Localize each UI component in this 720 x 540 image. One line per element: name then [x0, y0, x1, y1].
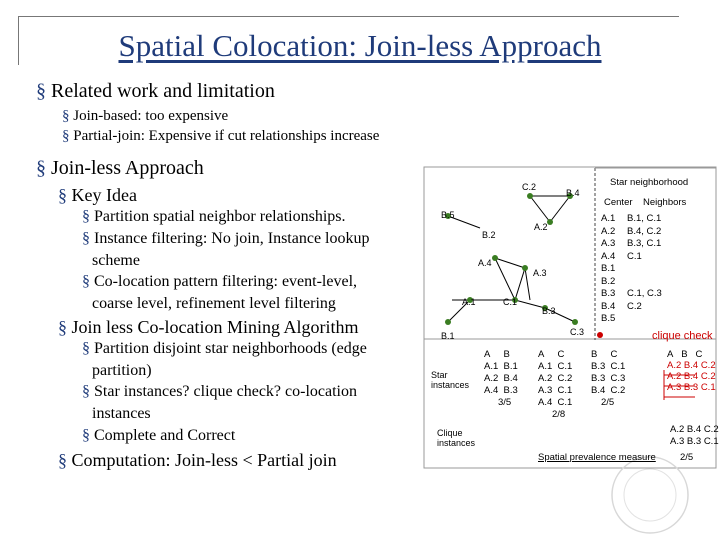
- star-ac-table: A C A.1 C.1 A.2 C.2 A.3 C.1 A.4 C.1 2/8: [538, 349, 573, 420]
- bullet-partial-join: § Partial-join: Expensive if cut relatio…: [62, 128, 380, 144]
- col-neighbors: Neighbors: [643, 197, 687, 208]
- star-neighborhood-title: Star neighborhood: [610, 177, 689, 188]
- graph-nodes: [445, 193, 578, 325]
- node-label: A.1: [462, 297, 476, 307]
- bullet-instance-filtering: § Instance filtering: No join, Instance …: [82, 230, 370, 247]
- node-label: B.1: [441, 331, 455, 341]
- star-instances-label: Star instances: [431, 370, 470, 390]
- prevalence-value: 2/5: [680, 452, 694, 463]
- node-label: A.4: [478, 258, 492, 268]
- prevalence-label: Spatial prevalence measure: [538, 452, 656, 463]
- bullet-star-partition-cont: partition): [92, 362, 152, 379]
- node-label: B.4: [566, 188, 580, 198]
- star-bc-table: B C B.3 C.1 B.3 C.3 B.4 C.2 2/5: [591, 349, 626, 408]
- bullet-key-idea: § Key Idea: [58, 185, 137, 205]
- node-label: A.3: [533, 268, 547, 278]
- bullet-star-instances-cont: instances: [92, 405, 151, 422]
- star-ab-table: A B A.1 B.1 A.2 B.4 A.4 B.3 3/5: [484, 349, 518, 408]
- slide-title: Spatial Colocation: Join-less Approach: [118, 28, 602, 63]
- bullet-computation: § Computation: Join-less < Partial join: [58, 450, 337, 470]
- star-abc-table: A B C A.2 B.4 C.2 A.2 B.4 C.2 A.3 B.3 C.…: [667, 349, 716, 393]
- node-label: C.1: [503, 297, 518, 307]
- bullet-partition: § Partition spatial neighbor relationshi…: [82, 208, 346, 225]
- clique-check-label: clique check: [652, 330, 713, 342]
- bullet-pattern-filtering: § Co-location pattern filtering: event-l…: [82, 273, 358, 290]
- node-label: B.5: [441, 210, 455, 220]
- bullet-star-instances: § Star instances? clique check? co-locat…: [82, 383, 357, 400]
- clique-table: A.2 B.4 C.2 A.3 B.3 C.1: [670, 424, 719, 447]
- col-center: Center: [604, 197, 633, 208]
- bullet-instance-filtering-cont: scheme: [92, 252, 140, 269]
- node-label: B.2: [482, 230, 496, 240]
- bullet-algorithm: § Join less Co-location Mining Algorithm: [58, 317, 359, 337]
- clique-instances-label: Clique instances: [437, 428, 476, 448]
- bullet-join-based: § Join-based: too expensive: [62, 108, 229, 124]
- node-label: C.2: [522, 182, 537, 192]
- table-frame: [423, 338, 717, 469]
- node-label: A.2: [534, 222, 548, 232]
- watermark-seal: [611, 456, 689, 534]
- bullet-joinless: § Join-less Approach: [36, 157, 204, 179]
- neighbor-edges: [447, 195, 576, 323]
- bullet-pattern-filtering-cont: coarse level, refinement level filtering: [92, 295, 336, 312]
- bullet-complete: § Complete and Correct: [82, 427, 236, 444]
- node-label: C.3: [570, 327, 585, 337]
- bullet-related-work: § Related work and limitation: [36, 80, 275, 102]
- star-table-neighbors: B.1, C.1 B.4, C.2 B.3, C.1 C.1 C.1, C.3 C.2: [627, 213, 662, 312]
- star-table-centers: A.1 A.2 A.3 A.4 B.1 B.2 B.3 B.4 B.5: [601, 213, 616, 324]
- node-label: B.3: [542, 306, 556, 316]
- red-marker: [597, 332, 603, 338]
- bullet-star-partition: § Partition disjoint star neighborhoods …: [82, 340, 367, 357]
- title-frame: [18, 16, 679, 65]
